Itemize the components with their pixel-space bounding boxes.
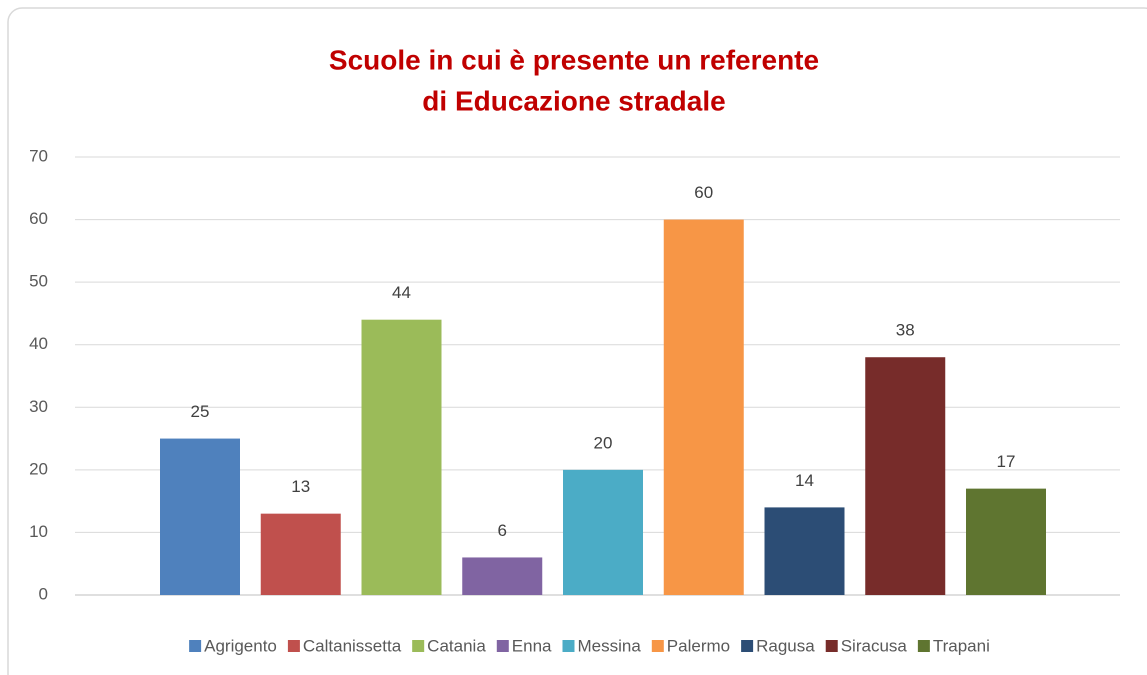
legend-swatch xyxy=(825,640,838,652)
bar xyxy=(462,557,543,595)
y-tick-label: 50 xyxy=(29,272,48,291)
data-label: 44 xyxy=(392,283,411,302)
legend-swatch xyxy=(917,640,930,652)
data-label: 6 xyxy=(498,521,507,540)
y-tick-label: 10 xyxy=(29,522,48,541)
y-tick-label: 40 xyxy=(29,334,48,353)
legend-label: Palermo xyxy=(667,636,730,655)
data-label: 17 xyxy=(997,452,1016,471)
data-label: 38 xyxy=(896,321,915,340)
y-tick-label: 20 xyxy=(29,459,48,478)
legend-swatch xyxy=(562,640,575,652)
data-label: 13 xyxy=(291,477,310,496)
legend-label: Siracusa xyxy=(841,636,908,655)
chart-title: di Educazione stradale xyxy=(422,85,725,116)
y-tick-label: 60 xyxy=(29,209,48,228)
bar xyxy=(865,357,946,595)
bar xyxy=(764,507,845,595)
legend-label: Caltanissetta xyxy=(303,636,402,655)
y-tick-label: 0 xyxy=(39,584,48,603)
bar xyxy=(260,513,341,595)
legend-label: Ragusa xyxy=(756,636,815,655)
data-label: 60 xyxy=(694,183,713,202)
legend-label: Catania xyxy=(427,636,486,655)
bar xyxy=(361,319,442,595)
bar xyxy=(160,438,240,595)
bar xyxy=(663,219,744,596)
chart-frame xyxy=(7,7,1147,675)
legend-swatch xyxy=(741,640,754,652)
chart-title: Scuole in cui è presente un referente xyxy=(329,44,819,75)
legend-label: Trapani xyxy=(933,636,990,655)
legend-label: Enna xyxy=(512,636,552,655)
legend-label: Agrigento xyxy=(204,636,277,655)
data-label: 25 xyxy=(191,402,210,421)
data-label: 14 xyxy=(795,471,814,490)
legend-swatch xyxy=(189,640,202,652)
data-label: 20 xyxy=(594,433,613,452)
legend-swatch xyxy=(412,640,425,652)
legend-swatch xyxy=(496,640,509,652)
legend-swatch xyxy=(287,640,300,652)
legend-label: Messina xyxy=(577,636,641,655)
legend-swatch xyxy=(651,640,664,652)
bar xyxy=(563,469,643,595)
y-tick-label: 30 xyxy=(29,397,48,416)
y-tick-label: 70 xyxy=(29,146,48,165)
bar xyxy=(966,488,1046,595)
